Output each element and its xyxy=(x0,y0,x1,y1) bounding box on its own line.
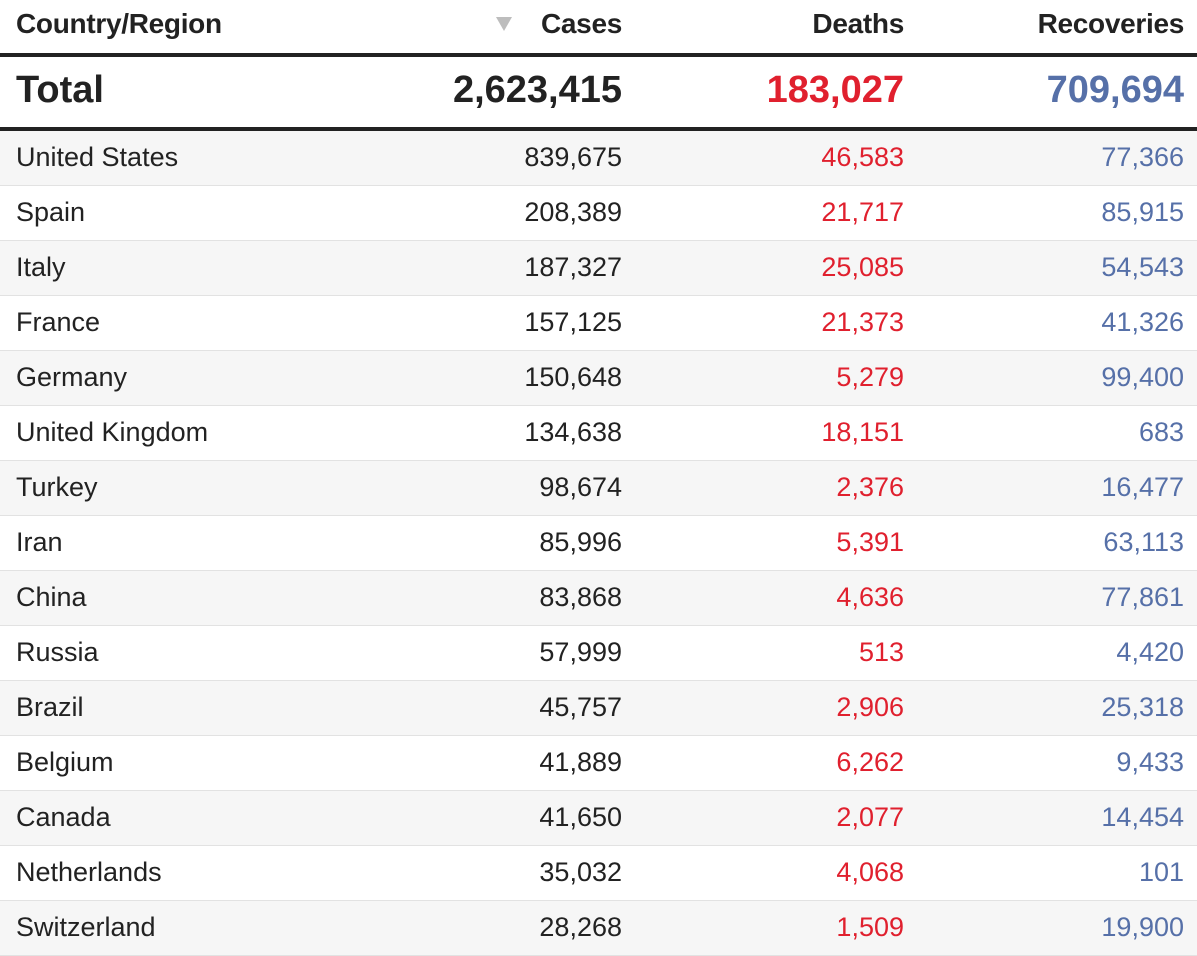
country-cell: United States xyxy=(16,142,179,172)
table-row[interactable]: Turkey 98,674 2,376 16,477 xyxy=(0,461,1197,516)
country-cell: Germany xyxy=(16,362,128,392)
country-cell: Brazil xyxy=(16,692,84,722)
cases-cell: 35,032 xyxy=(539,857,622,887)
table-row[interactable]: United Kingdom 134,638 18,151 683 xyxy=(0,406,1197,461)
total-deaths: 183,027 xyxy=(766,69,904,111)
table-row[interactable]: Spain 208,389 21,717 85,915 xyxy=(0,186,1197,241)
total-label: Total xyxy=(16,69,104,111)
recoveries-cell: 63,113 xyxy=(1103,527,1184,557)
sort-descending-icon[interactable] xyxy=(496,17,512,31)
recoveries-cell: 77,861 xyxy=(1101,582,1184,612)
table-row[interactable]: France 157,125 21,373 41,326 xyxy=(0,296,1197,351)
deaths-cell: 2,906 xyxy=(836,692,904,722)
country-cell: United Kingdom xyxy=(16,417,209,447)
table-row[interactable]: Belgium 41,889 6,262 9,433 xyxy=(0,736,1197,791)
deaths-cell: 21,717 xyxy=(821,197,904,227)
deaths-cell: 46,583 xyxy=(821,142,904,172)
recoveries-cell: 16,477 xyxy=(1101,472,1184,502)
table-header: Country/Region Cases Deaths Recoveries xyxy=(0,0,1197,57)
table-row[interactable]: Switzerland 28,268 1,509 19,900 xyxy=(0,901,1197,956)
cases-cell: 41,650 xyxy=(539,802,622,832)
recoveries-cell: 77,366 xyxy=(1101,142,1184,172)
cases-cell: 45,757 xyxy=(539,692,622,722)
table-row[interactable]: China 83,868 4,636 77,861 xyxy=(0,571,1197,626)
cases-cell: 41,889 xyxy=(539,747,622,777)
country-cell: China xyxy=(16,582,87,612)
recoveries-cell: 101 xyxy=(1138,857,1184,887)
country-cell: Canada xyxy=(16,802,111,832)
deaths-cell: 2,376 xyxy=(836,472,904,502)
deaths-cell: 2,077 xyxy=(836,802,904,832)
cases-cell: 187,327 xyxy=(524,252,622,282)
recoveries-cell: 25,318 xyxy=(1101,692,1184,722)
country-cell: Switzerland xyxy=(16,912,156,942)
column-header-cases[interactable]: Cases xyxy=(540,8,622,39)
total-row: Total 2,623,415 183,027 709,694 xyxy=(0,57,1197,131)
deaths-cell: 6,262 xyxy=(836,747,904,777)
column-header-recoveries[interactable]: Recoveries xyxy=(1037,8,1185,39)
cases-cell: 57,999 xyxy=(539,637,622,667)
recoveries-cell: 19,900 xyxy=(1101,912,1184,942)
deaths-cell: 18,151 xyxy=(821,417,904,447)
cases-cell: 98,674 xyxy=(539,472,622,502)
deaths-cell: 4,636 xyxy=(836,582,904,612)
recoveries-cell: 683 xyxy=(1138,417,1184,447)
cases-cell: 85,996 xyxy=(539,527,622,557)
deaths-cell: 513 xyxy=(858,637,904,667)
deaths-cell: 1,509 xyxy=(836,912,904,942)
country-cell: Italy xyxy=(16,252,66,282)
deaths-cell: 21,373 xyxy=(821,307,904,337)
column-header-deaths[interactable]: Deaths xyxy=(812,8,904,39)
table-row[interactable]: Iran 85,996 5,391 63,113 xyxy=(0,516,1197,571)
column-header-country[interactable]: Country/Region xyxy=(16,8,222,39)
deaths-cell: 4,068 xyxy=(836,857,904,887)
country-cell: Netherlands xyxy=(16,857,162,887)
recoveries-cell: 14,454 xyxy=(1101,802,1184,832)
cases-cell: 28,268 xyxy=(539,912,622,942)
recoveries-cell: 4,420 xyxy=(1116,637,1184,667)
deaths-cell: 5,391 xyxy=(836,527,904,557)
recoveries-cell: 99,400 xyxy=(1101,362,1184,392)
cases-cell: 839,675 xyxy=(524,142,622,172)
country-cell: Iran xyxy=(16,527,63,557)
table-row[interactable]: Brazil 45,757 2,906 25,318 xyxy=(0,681,1197,736)
country-cell: Turkey xyxy=(16,472,98,502)
country-cell: Russia xyxy=(16,637,99,667)
recoveries-cell: 9,433 xyxy=(1116,747,1184,777)
total-cases: 2,623,415 xyxy=(452,69,622,111)
table-row[interactable]: Russia 57,999 513 4,420 xyxy=(0,626,1197,681)
deaths-cell: 5,279 xyxy=(836,362,904,392)
cases-cell: 157,125 xyxy=(524,307,622,337)
cases-cell: 150,648 xyxy=(524,362,622,392)
table-row[interactable]: Germany 150,648 5,279 99,400 xyxy=(0,351,1197,406)
table-row[interactable]: Italy 187,327 25,085 54,543 xyxy=(0,241,1197,296)
recoveries-cell: 85,915 xyxy=(1101,197,1184,227)
recoveries-cell: 41,326 xyxy=(1101,307,1184,337)
table-row[interactable]: United States 839,675 46,583 77,366 xyxy=(0,131,1197,186)
total-recoveries: 709,694 xyxy=(1046,69,1184,111)
deaths-cell: 25,085 xyxy=(821,252,904,282)
table-body: United States 839,675 46,583 77,366 Spain 208… xyxy=(0,131,1197,956)
cases-cell: 83,868 xyxy=(539,582,622,612)
table-row[interactable]: Canada 41,650 2,077 14,454 xyxy=(0,791,1197,846)
country-cell: France xyxy=(16,307,101,337)
country-cell: Belgium xyxy=(16,747,114,777)
cases-cell: 134,638 xyxy=(524,417,622,447)
country-cell: Spain xyxy=(16,197,86,227)
recoveries-cell: 54,543 xyxy=(1101,252,1184,282)
cases-cell: 208,389 xyxy=(524,197,622,227)
table-row[interactable]: Netherlands 35,032 4,068 101 xyxy=(0,846,1197,901)
